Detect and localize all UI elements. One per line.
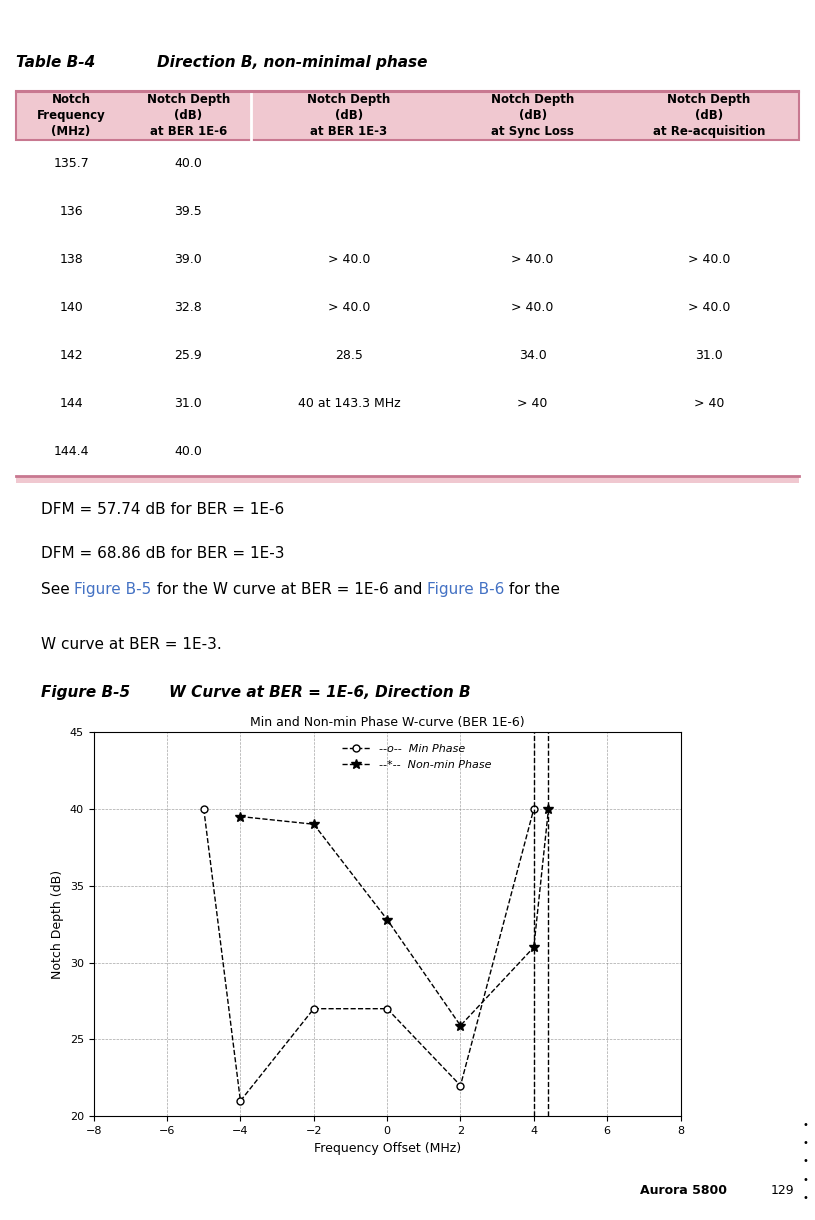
Text: Direction B, non-minimal phase: Direction B, non-minimal phase xyxy=(157,55,428,70)
Text: 138: 138 xyxy=(59,253,83,266)
Text: 25.9: 25.9 xyxy=(174,349,202,362)
Text: 136: 136 xyxy=(59,205,83,218)
Text: •: • xyxy=(802,1120,808,1130)
Text: 144.4: 144.4 xyxy=(53,445,89,459)
Legend: --o--  Min Phase, --*--  Non-min Phase: --o-- Min Phase, --*-- Non-min Phase xyxy=(337,739,496,775)
Text: > 40.0: > 40.0 xyxy=(512,253,554,266)
Text: Table B-4: Table B-4 xyxy=(16,55,95,70)
Title: Min and Non-min Phase W-curve (BER 1E-6): Min and Non-min Phase W-curve (BER 1E-6) xyxy=(250,716,524,730)
Text: •: • xyxy=(802,1138,808,1148)
Text: > 40.0: > 40.0 xyxy=(688,301,730,315)
Text: 129: 129 xyxy=(770,1185,794,1197)
Text: W Curve at BER = 1E-6, Direction B: W Curve at BER = 1E-6, Direction B xyxy=(170,686,471,700)
Text: Notch Depth
(dB)
at BER 1E-6: Notch Depth (dB) at BER 1E-6 xyxy=(147,93,230,138)
Text: Notch Depth
(dB)
at Re-acquisition: Notch Depth (dB) at Re-acquisition xyxy=(653,93,765,138)
Text: > 40.0: > 40.0 xyxy=(688,253,730,266)
Text: > 40.0: > 40.0 xyxy=(512,301,554,315)
Text: 142: 142 xyxy=(59,349,83,362)
Text: 40 at 143.3 MHz: 40 at 143.3 MHz xyxy=(297,398,400,410)
Text: Figure B-5: Figure B-5 xyxy=(41,686,130,700)
Bar xyxy=(16,476,799,483)
Text: 40.0: 40.0 xyxy=(174,445,202,459)
Text: Notch
Frequency
(MHz): Notch Frequency (MHz) xyxy=(37,93,105,138)
X-axis label: Frequency Offset (MHz): Frequency Offset (MHz) xyxy=(314,1142,460,1154)
Text: 40.0: 40.0 xyxy=(174,157,202,170)
Text: Figure B-5: Figure B-5 xyxy=(74,582,152,597)
Text: > 40: > 40 xyxy=(694,398,724,410)
Y-axis label: Notch Depth (dB): Notch Depth (dB) xyxy=(51,870,64,978)
Text: 144: 144 xyxy=(59,398,83,410)
Text: •: • xyxy=(802,1157,808,1166)
Text: 39.0: 39.0 xyxy=(174,253,202,266)
Text: 39.5: 39.5 xyxy=(174,205,202,218)
Text: •: • xyxy=(802,1193,808,1203)
Text: Figure B-6: Figure B-6 xyxy=(427,582,504,597)
Text: > 40: > 40 xyxy=(518,398,548,410)
Text: 31.0: 31.0 xyxy=(174,398,202,410)
Text: for the: for the xyxy=(504,582,560,597)
Bar xyxy=(16,92,799,139)
Text: 28.5: 28.5 xyxy=(335,349,363,362)
Text: 31.0: 31.0 xyxy=(695,349,723,362)
Text: Notch Depth
(dB)
at Sync Loss: Notch Depth (dB) at Sync Loss xyxy=(491,93,575,138)
Text: 140: 140 xyxy=(59,301,83,315)
Text: See: See xyxy=(41,582,74,597)
Text: 135.7: 135.7 xyxy=(53,157,89,170)
Text: > 40.0: > 40.0 xyxy=(328,253,370,266)
Text: •: • xyxy=(802,1175,808,1185)
Text: DFM = 68.86 dB for BER = 1E-3: DFM = 68.86 dB for BER = 1E-3 xyxy=(41,545,284,561)
Text: > 40.0: > 40.0 xyxy=(328,301,370,315)
Text: 34.0: 34.0 xyxy=(519,349,547,362)
Text: Notch Depth
(dB)
at BER 1E-3: Notch Depth (dB) at BER 1E-3 xyxy=(307,93,390,138)
Text: 32.8: 32.8 xyxy=(174,301,202,315)
Text: Aurora 5800: Aurora 5800 xyxy=(640,1185,727,1197)
Bar xyxy=(16,92,799,139)
Text: W curve at BER = 1E-3.: W curve at BER = 1E-3. xyxy=(41,637,222,651)
Text: for the W curve at BER = 1E-6 and: for the W curve at BER = 1E-6 and xyxy=(152,582,427,597)
Text: DFM = 57.74 dB for BER = 1E-6: DFM = 57.74 dB for BER = 1E-6 xyxy=(41,503,284,517)
